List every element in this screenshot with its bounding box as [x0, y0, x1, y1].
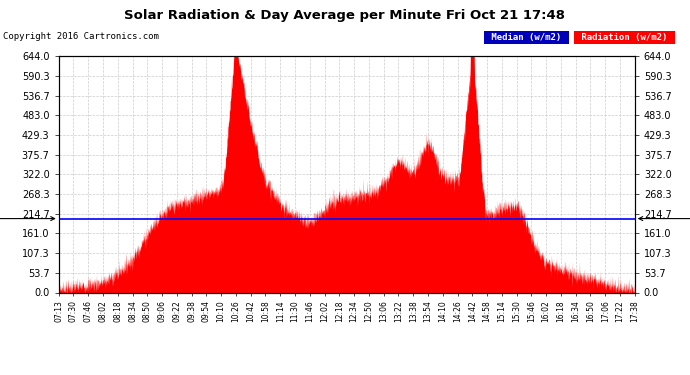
- Text: Radiation (w/m2): Radiation (w/m2): [576, 33, 673, 42]
- Text: 201.48: 201.48: [0, 214, 55, 223]
- Text: Solar Radiation & Day Average per Minute Fri Oct 21 17:48: Solar Radiation & Day Average per Minute…: [124, 9, 566, 22]
- Text: Copyright 2016 Cartronics.com: Copyright 2016 Cartronics.com: [3, 32, 159, 41]
- Text: 201.48: 201.48: [639, 214, 690, 223]
- Text: Median (w/m2): Median (w/m2): [486, 33, 567, 42]
